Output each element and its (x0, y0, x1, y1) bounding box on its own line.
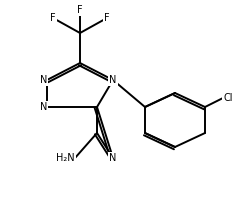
Text: N: N (40, 102, 47, 112)
Text: H₂N: H₂N (56, 153, 75, 163)
Text: N: N (109, 153, 117, 163)
Text: N: N (109, 75, 117, 85)
Text: F: F (50, 13, 56, 23)
Text: F: F (104, 13, 110, 23)
Text: F: F (77, 5, 83, 15)
Text: Cl: Cl (223, 93, 233, 103)
Text: N: N (40, 75, 47, 85)
